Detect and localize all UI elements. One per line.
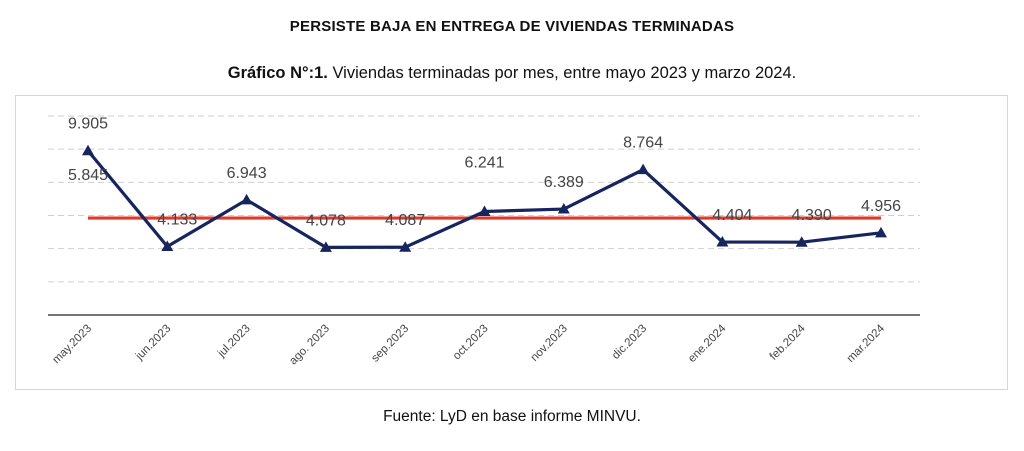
average-label: 5.845 — [68, 167, 108, 184]
point-marker-9 — [795, 236, 808, 247]
point-marker-1 — [161, 240, 174, 251]
data-label-6: 6.389 — [544, 174, 584, 191]
x-tick-labels: may.2023 jun.2023 jul.2023 ago. 2023 sep.202… — [51, 322, 888, 367]
point-marker-3 — [319, 241, 332, 252]
headline: PERSISTE BAJA EN ENTREGA DE VIVIENDAS TE… — [289, 18, 735, 35]
x-tick-label-0: may.2023 — [51, 323, 95, 367]
data-label-3: 4.078 — [306, 212, 346, 229]
data-label-0: 9.905 — [68, 116, 108, 133]
point-marker-8 — [716, 235, 729, 247]
x-tick-label-8: ene.2024 — [686, 322, 729, 365]
x-tick-label-4: sep.2023 — [369, 323, 411, 365]
data-label-4: 4.087 — [385, 212, 425, 229]
data-label-8: 4.404 — [712, 207, 752, 224]
x-tick-label-9: feb.2024 — [768, 322, 809, 363]
point-marker-4 — [399, 241, 412, 252]
x-tick-label-3: ago. 2023 — [287, 323, 332, 368]
point-marker-5 — [478, 205, 491, 217]
data-label-7: 8.764 — [623, 135, 663, 152]
x-tick-label-10: mar.2024 — [845, 322, 888, 365]
point-marker-0 — [82, 144, 94, 156]
source-note: Fuente: LyD en base informe MINVU. — [383, 408, 641, 425]
main-series — [82, 144, 887, 252]
x-tick-label-5: oct.2023 — [451, 323, 491, 363]
chart-title: Gráfico N°:1. Viviendas terminadas por m… — [0, 64, 1024, 83]
point-marker-2 — [240, 193, 253, 205]
data-labels: 9.905 4.133 6.943 4.078 4.087 6.241 6.389 8.764… — [68, 116, 901, 230]
data-label-10: 4.956 — [861, 198, 901, 215]
point-marker-10 — [875, 226, 887, 238]
data-label-2: 6.943 — [227, 165, 267, 182]
x-tick-label-6: nov.2023 — [529, 323, 570, 364]
x-tick-label-7: dic.2023 — [610, 323, 649, 362]
x-tick-label-1: jun.2023 — [133, 323, 173, 363]
point-marker-7 — [637, 163, 650, 175]
data-label-5: 6.241 — [464, 155, 504, 172]
x-tick-label-2: jul.2023 — [215, 323, 253, 361]
chart-description: Viviendas terminadas por mes, entre mayo… — [327, 64, 797, 82]
point-marker-6 — [557, 203, 570, 214]
data-label-9: 4.390 — [792, 207, 832, 224]
chart-frame — [15, 95, 1008, 390]
gridlines — [48, 115, 920, 283]
chart-number: Gráfico N°:1. — [227, 64, 328, 82]
data-label-1: 4.133 — [157, 211, 197, 228]
